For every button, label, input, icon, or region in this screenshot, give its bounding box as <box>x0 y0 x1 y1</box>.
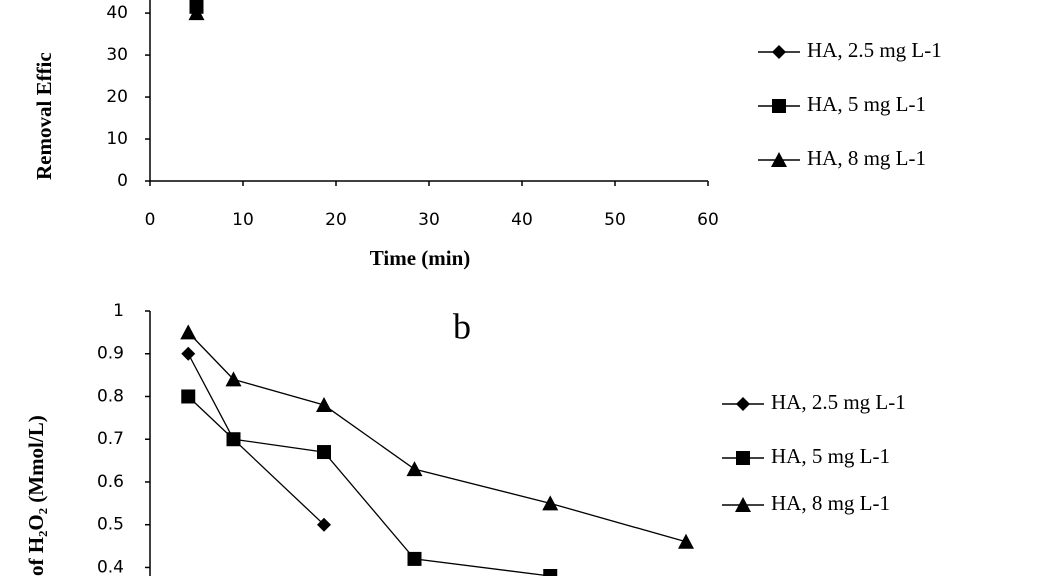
marker <box>316 397 332 413</box>
x-tick-label: 60 <box>697 210 719 230</box>
y-tick-label: 0.8 <box>97 386 124 406</box>
legend-label: HA, 8 mg L-1 <box>771 491 890 515</box>
y-tick-label: 0 <box>117 171 128 191</box>
series-line <box>187 396 551 576</box>
y-tick-label: 0.9 <box>97 344 124 364</box>
y-tick-label: 1 <box>113 301 124 321</box>
series-line <box>187 353 325 526</box>
y-tick-label: 0.7 <box>97 429 124 449</box>
y-tick-label: 10 <box>106 129 128 149</box>
y-tick-label: 0.6 <box>97 472 124 492</box>
marker <box>736 451 750 465</box>
y-tick-label: 30 <box>106 45 128 65</box>
legend-label: HA, 5 mg L-1 <box>807 92 926 116</box>
x-axis-label: Time (min) <box>370 246 471 270</box>
marker <box>772 99 786 113</box>
series-line <box>187 331 687 543</box>
marker <box>542 495 559 511</box>
y-tick-label: 20 <box>106 87 128 107</box>
legend-label: HA, 8 mg L-1 <box>807 146 926 170</box>
x-tick-label: 50 <box>604 210 626 230</box>
marker <box>181 346 196 361</box>
x-tick-label: 30 <box>418 210 440 230</box>
marker <box>543 569 558 576</box>
x-tick-label: 0 <box>145 210 156 230</box>
marker <box>317 445 331 460</box>
x-tick-label: 40 <box>511 210 533 230</box>
marker <box>226 432 241 447</box>
y-axis-label: of H₂O₂ (Mmol/L) <box>24 415 48 576</box>
legend-label: HA, 5 mg L-1 <box>771 444 890 468</box>
legend-label: HA, 2.5 mg L-1 <box>807 38 942 62</box>
y-tick-label: 0.4 <box>97 557 124 576</box>
marker <box>678 533 694 549</box>
marker <box>181 389 196 404</box>
marker <box>406 461 423 477</box>
chart-title: b <box>453 306 471 346</box>
marker <box>225 371 242 387</box>
marker <box>407 551 422 566</box>
marker <box>772 45 786 59</box>
marker <box>188 5 205 21</box>
legend-label: HA, 2.5 mg L-1 <box>771 390 906 414</box>
marker <box>771 152 787 167</box>
y-axis-label: Removal Effic <box>32 52 56 180</box>
x-tick-label: 20 <box>325 210 347 230</box>
y-tick-label: 40 <box>106 3 128 23</box>
x-tick-label: 10 <box>232 210 254 230</box>
marker <box>736 397 750 411</box>
marker <box>317 517 331 532</box>
y-tick-label: 0.5 <box>97 515 124 535</box>
marker <box>180 324 197 340</box>
marker <box>735 497 751 512</box>
